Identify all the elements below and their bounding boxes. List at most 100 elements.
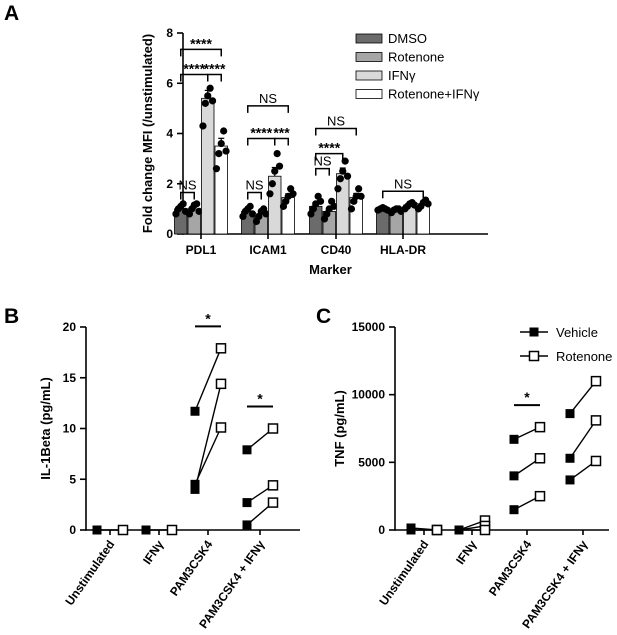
a-significance-bracket (315, 127, 357, 136)
b-vehicle-point (141, 525, 151, 535)
a-data-point (215, 150, 223, 158)
a-significance-label: **** (183, 60, 205, 76)
a-data-point (275, 162, 284, 170)
b-pair-line (194, 427, 222, 485)
b-x-tick-label: PAM3CSK4 (167, 537, 216, 598)
b-rotenone-point (267, 497, 279, 508)
a-legend-label: Rotenone (388, 50, 444, 65)
a-legend-label: Rotenone+IFNγ (388, 87, 480, 102)
a-legend-swatch (355, 33, 383, 44)
a-legend-swatch (355, 70, 383, 81)
a-x-tick-label: ICAM1 (249, 243, 287, 257)
b-y-axis-title: IL-1Beta (pg/mL) (38, 377, 53, 480)
b-y-tick-label: 0 (69, 523, 76, 537)
a-data-point (246, 202, 254, 210)
panel-a-bar-chart: 0 2 4 6 8 Fold change MFI (/unstimulated) PDL1… (140, 26, 488, 277)
a-legend-label: DMSO (388, 31, 427, 46)
a-data-point (179, 200, 187, 208)
c-rotenone-point (534, 490, 546, 502)
a-significance-bracket (180, 48, 222, 57)
a-y-tick-label: 0 (166, 227, 173, 241)
a-data-point (204, 92, 212, 100)
a-significance-label: **** (318, 140, 340, 156)
b-vehicle-point (190, 406, 200, 416)
a-significance-bracket (207, 73, 222, 82)
b-y-tick-label: 5 (69, 472, 76, 486)
b-vehicle-point (92, 525, 102, 535)
a-significance-bracket (382, 190, 424, 199)
a-significance-bracket (247, 191, 262, 200)
c-rotenone-point (431, 524, 443, 536)
b-y-tick-label: 20 (63, 320, 77, 334)
a-data-point (217, 139, 225, 148)
b-rotenone-point (215, 378, 227, 390)
a-data-point (268, 180, 276, 188)
b-y-tick-label: 10 (63, 422, 77, 436)
c-x-tick-label: IFNγ (453, 537, 480, 567)
a-significance-label: **** (190, 35, 212, 51)
c-x-tick-label: Unstimulated (376, 538, 431, 608)
c-vehicle-point (509, 434, 519, 444)
a-significance-label: *** (273, 125, 290, 141)
b-vehicle-point (242, 498, 252, 508)
panel-a-letter: A (4, 2, 19, 25)
b-rotenone-point (166, 524, 178, 536)
c-vehicle-point (565, 409, 575, 419)
c-legend-marker (528, 350, 540, 362)
c-rotenone-point (590, 415, 602, 426)
b-x-tick-label: Unstimulated (62, 538, 117, 608)
c-vehicle-point (509, 471, 519, 481)
b-vehicle-point (190, 479, 200, 489)
b-y-tick-label: 15 (63, 371, 77, 385)
panel-b-il1beta-chart: 0 5 10 15 20 IL-1Beta (pg/mL) Unstimulated IFNγ… (38, 310, 300, 631)
a-bar (214, 145, 228, 235)
c-legend-label: Vehicle (556, 325, 598, 340)
a-x-tick-label: CD40 (321, 243, 352, 257)
a-data-point (334, 185, 342, 193)
b-rotenone-point (267, 480, 279, 491)
b-pair-line (194, 348, 222, 412)
panel-b-letter: B (4, 305, 19, 328)
a-data-point (266, 190, 274, 198)
a-data-point (201, 99, 209, 107)
b-rotenone-point (117, 524, 129, 536)
a-data-point (355, 185, 363, 193)
a-significance-bracket (315, 167, 330, 176)
c-vehicle-point (509, 505, 519, 515)
c-rotenone-point (534, 421, 546, 433)
c-rotenone-point (590, 375, 602, 387)
b-rotenone-point (215, 343, 227, 354)
a-data-point (222, 147, 230, 155)
panel-c-tnf-chart: 0 5000 10000 15000 TNF (pg/mL) Unstimulated IF… (332, 320, 612, 631)
a-y-axis-title: Fold change MFI (/unstimulated) (140, 34, 155, 233)
a-y-tick-label: 8 (166, 26, 173, 40)
a-data-point (330, 202, 338, 210)
b-rotenone-point (215, 422, 227, 433)
a-significance-label: NS (394, 176, 412, 191)
c-y-tick-label: 0 (378, 523, 385, 537)
a-bar (201, 97, 215, 235)
c-vehicle-point (406, 525, 416, 535)
b-pair-line (194, 383, 222, 490)
a-data-point (273, 150, 281, 158)
c-vehicle-point (565, 475, 575, 485)
c-rotenone-point (479, 524, 491, 536)
a-data-point (424, 200, 432, 208)
a-data-point (208, 97, 217, 105)
a-x-tick-label: HLA-DR (380, 243, 426, 257)
a-y-tick-label: 6 (166, 76, 173, 90)
a-data-point (343, 172, 352, 180)
a-data-point (339, 167, 347, 175)
a-data-point (220, 127, 228, 135)
a-data-point (206, 84, 214, 92)
a-x-axis-title: Marker (309, 262, 352, 277)
b-significance-label: * (257, 391, 263, 407)
b-vehicle-point (242, 520, 252, 530)
a-significance-bracket (180, 191, 195, 200)
a-significance-label: **** (204, 60, 226, 76)
a-significance-bracket (274, 137, 289, 146)
b-rotenone-point (267, 423, 279, 434)
a-data-point (357, 192, 365, 200)
a-bar (336, 173, 350, 235)
